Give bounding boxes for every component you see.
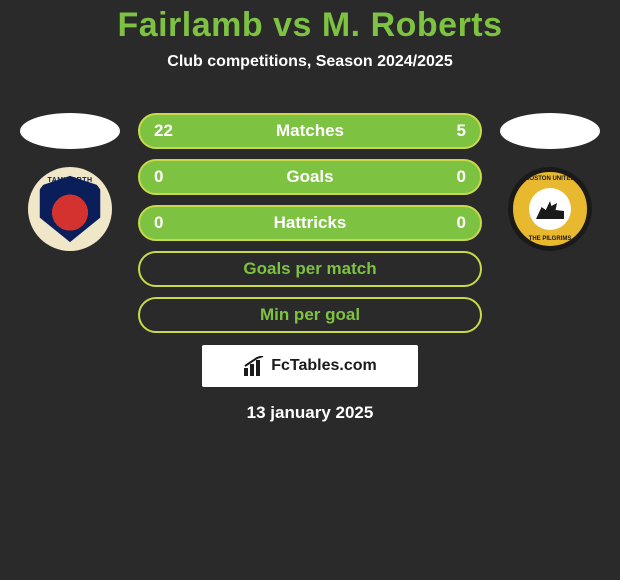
infographic-container: Fairlamb vs M. Roberts Club competitions… <box>0 0 620 423</box>
logo-text: FcTables.com <box>271 357 377 375</box>
stat-bar: 0 Goals 0 <box>138 159 482 195</box>
right-column: BOSTON UNITED THE PILGRIMS <box>500 113 600 251</box>
stats-column: 22 Matches 5 0 Goals 0 0 Hattricks 0 Goals per ma… <box>138 113 482 333</box>
page-title: Fairlamb vs M. Roberts <box>0 6 620 45</box>
stat-bar: 0 Hattricks 0 <box>138 205 482 241</box>
right-ellipse-icon <box>500 113 600 149</box>
chart-icon <box>243 356 265 376</box>
stat-label: Goals <box>286 167 333 187</box>
main-row: 22 Matches 5 0 Goals 0 0 Hattricks 0 Goals per ma… <box>0 113 620 333</box>
left-column <box>20 113 120 251</box>
stat-label: Hattricks <box>274 213 347 233</box>
stat-left-value: 0 <box>154 213 163 233</box>
stat-right-value: 5 <box>457 121 466 141</box>
stat-bar: Min per goal <box>138 297 482 333</box>
stat-right-value: 0 <box>457 213 466 233</box>
crest-ring-bottom: THE PILGRIMS <box>529 236 572 242</box>
stat-label: Matches <box>276 121 344 141</box>
subtitle: Club competitions, Season 2024/2025 <box>0 53 620 71</box>
stat-label: Min per goal <box>260 305 360 325</box>
stat-bar: Goals per match <box>138 251 482 287</box>
left-team-crest-icon <box>28 167 112 251</box>
left-ellipse-icon <box>20 113 120 149</box>
stat-left-value: 0 <box>154 167 163 187</box>
crest-ring-top: BOSTON UNITED <box>525 176 575 182</box>
date-text: 13 january 2025 <box>0 403 620 423</box>
fctables-logo: FcTables.com <box>202 345 418 387</box>
right-team-crest-icon: BOSTON UNITED THE PILGRIMS <box>508 167 592 251</box>
stat-right-value: 0 <box>457 167 466 187</box>
stat-bar: 22 Matches 5 <box>138 113 482 149</box>
stat-left-value: 22 <box>154 121 173 141</box>
stat-label: Goals per match <box>243 259 376 279</box>
